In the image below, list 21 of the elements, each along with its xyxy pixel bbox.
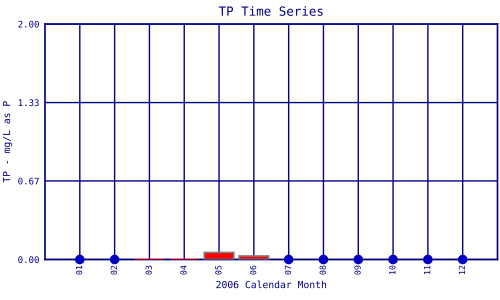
x-tick-label: 10 xyxy=(389,266,396,274)
x-tick-label: 06 xyxy=(250,266,256,275)
x-tick-label: 09 xyxy=(354,266,361,275)
x-tick-label: 03 xyxy=(146,266,152,275)
x-tick-label: 01 xyxy=(76,266,82,275)
x-tick-label: 02 xyxy=(110,266,118,275)
y-tick-label: 0.67 xyxy=(18,178,39,185)
y-tick-label: 2.00 xyxy=(18,20,39,28)
x-tick-label: 08 xyxy=(320,266,326,275)
chart-title: TP Time Series xyxy=(218,6,323,16)
y-axis-title: TP - mg/L as P xyxy=(2,101,12,182)
y-tick-label: 0.00 xyxy=(18,256,39,264)
x-tick-label: 05 xyxy=(215,266,222,275)
x-tick-label: 11 xyxy=(424,266,430,274)
x-tick-label: 04 xyxy=(180,265,187,275)
x-tick-label: 12 xyxy=(458,266,466,274)
y-tick-label: 1.33 xyxy=(18,99,39,106)
bar xyxy=(238,255,270,260)
x-axis-title: 2006 Calendar Month xyxy=(216,280,326,288)
x-tick-label: 07 xyxy=(284,266,292,275)
bar xyxy=(203,252,235,260)
